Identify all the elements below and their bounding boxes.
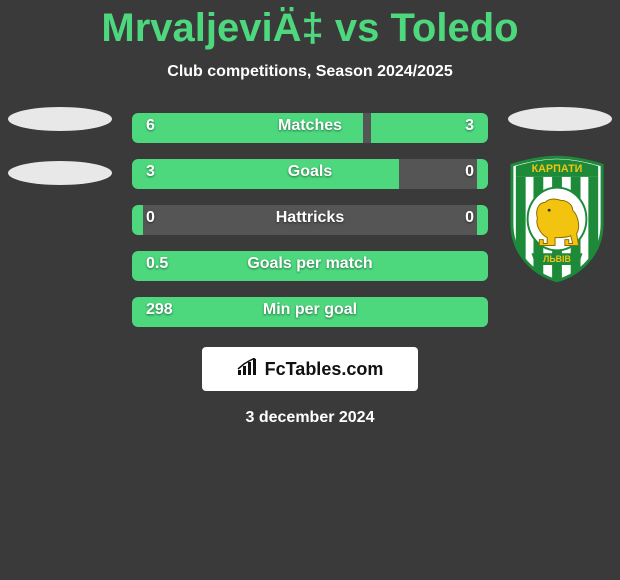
stat-value-right: 3 (465, 117, 474, 135)
stat-label: Min per goal (132, 301, 488, 319)
chart-icon (237, 358, 259, 381)
player-left-oval-1 (8, 107, 112, 131)
stat-value-right: 0 (465, 209, 474, 227)
stat-row-goals: 3 Goals 0 (132, 159, 488, 189)
stat-row-goals-per-match: 0.5 Goals per match (132, 251, 488, 281)
stat-label: Goals (132, 163, 488, 181)
logo-top-text: КАРПАТИ (532, 163, 583, 175)
date-text: 3 december 2024 (0, 409, 620, 427)
stat-row-matches: 6 Matches 3 (132, 113, 488, 143)
stat-label: Matches (132, 117, 488, 135)
left-player-placeholders (8, 107, 112, 215)
subtitle: Club competitions, Season 2024/2025 (0, 63, 620, 81)
stat-value-right: 0 (465, 163, 474, 181)
logo-bottom-text: ЛЬВІВ (543, 254, 571, 264)
comparison-content: КАРПАТИ ЛЬВІВ 6 Matches 3 3 (0, 113, 620, 427)
stats-bars: 6 Matches 3 3 Goals 0 0 Hattricks 0 (132, 113, 488, 327)
stat-label: Hattricks (132, 209, 488, 227)
right-player-oval (508, 107, 612, 131)
page-title: MrvaljeviÄ‡ vs Toledo (0, 0, 620, 51)
team-logo-right: КАРПАТИ ЛЬВІВ (508, 155, 606, 283)
branding-text: FcTables.com (265, 359, 384, 380)
branding-badge[interactable]: FcTables.com (202, 347, 418, 391)
player-left-oval-2 (8, 161, 112, 185)
stat-label: Goals per match (132, 255, 488, 273)
stat-row-min-per-goal: 298 Min per goal (132, 297, 488, 327)
stat-row-hattricks: 0 Hattricks 0 (132, 205, 488, 235)
